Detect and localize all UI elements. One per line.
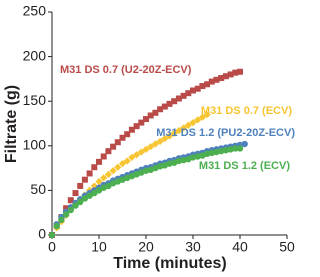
data-point: [190, 87, 196, 94]
data-point: [152, 109, 159, 116]
data-point: [133, 151, 141, 159]
data-point: [232, 145, 239, 152]
data-point: [63, 205, 70, 212]
data-point: [48, 231, 56, 239]
data-point: [151, 140, 159, 148]
data-point: [72, 202, 79, 209]
data-point: [104, 170, 112, 178]
data-point: [218, 75, 225, 82]
data-point: [147, 112, 154, 119]
data-point: [137, 148, 145, 156]
data-point: [58, 216, 65, 224]
data-point: [194, 116, 202, 124]
data-point: [81, 176, 88, 183]
data-point: [114, 139, 121, 146]
data-point: [147, 143, 155, 151]
data-point: [184, 121, 192, 129]
data-point: [119, 134, 126, 141]
data-point: [95, 187, 103, 194]
data-point: [86, 170, 93, 177]
y-tick-label: 0: [38, 226, 46, 242]
data-point: [86, 192, 93, 199]
data-point: [128, 153, 136, 161]
data-point: [91, 189, 98, 197]
data-point: [96, 158, 102, 165]
y-tick-label: 100: [23, 137, 47, 153]
data-point: [236, 145, 244, 152]
x-axis-title: Time (minutes): [113, 255, 227, 272]
data-point: [77, 198, 84, 206]
data-point: [67, 206, 75, 214]
x-tick-label: 10: [91, 239, 107, 255]
chart: Time (minutes) Filtrate (g) 050100150200…: [3, 3, 295, 273]
data-point: [227, 71, 234, 78]
y-tick-label: 50: [30, 181, 46, 197]
data-point: [123, 157, 131, 165]
x-tick-label: 50: [279, 239, 295, 255]
data-point: [109, 167, 117, 175]
data-point: [133, 123, 140, 130]
data-point: [198, 113, 206, 121]
data-point: [189, 119, 197, 127]
x-tick-label: 20: [138, 239, 154, 255]
data-point: [138, 119, 145, 126]
data-point: [95, 177, 103, 186]
data-point: [199, 83, 206, 90]
y-axis-title: Filtrate (g): [3, 85, 20, 163]
data-point: [175, 95, 182, 102]
data-point: [157, 106, 164, 113]
data-point: [143, 116, 149, 123]
data-point: [118, 160, 127, 168]
data-point: [171, 98, 178, 105]
data-point: [208, 78, 215, 85]
data-point: [114, 163, 122, 171]
data-point: [72, 190, 79, 197]
series-label: M31 DS 1.2 (PU2-20Z-ECV): [156, 127, 295, 139]
data-point: [204, 81, 211, 88]
data-point: [124, 131, 131, 138]
y-tick-label: 200: [23, 47, 47, 63]
data-point: [241, 140, 248, 148]
data-point: [175, 127, 183, 135]
data-point: [156, 137, 164, 145]
data-point: [100, 153, 107, 160]
data-point: [165, 132, 174, 140]
data-point: [128, 126, 135, 133]
series-label: M31 DS 0.7 (ECV): [201, 105, 292, 117]
x-tick-label: 0: [48, 239, 56, 255]
data-point: [81, 195, 89, 202]
data-point: [203, 110, 211, 119]
data-point: [161, 135, 169, 143]
data-point: [62, 211, 70, 218]
x-tick-label: 40: [232, 239, 248, 255]
y-tick-label: 250: [23, 3, 47, 19]
data-point: [232, 69, 239, 76]
data-point: [161, 103, 168, 110]
data-point: [91, 164, 98, 171]
data-point: [237, 68, 243, 75]
data-point: [67, 197, 74, 204]
data-point: [105, 182, 112, 190]
data-point: [213, 76, 220, 83]
series-label: M31 DS 1.2 (ECV): [199, 160, 290, 172]
series-label: M31 DS 0.7 (U2-20Z-ECV): [60, 64, 192, 76]
data-point: [222, 73, 229, 80]
data-point: [194, 85, 201, 92]
data-point: [170, 129, 178, 137]
data-point: [77, 182, 84, 189]
data-point: [185, 90, 192, 97]
data-point: [166, 100, 173, 107]
data-point: [100, 174, 108, 182]
x-tick-label: 30: [185, 239, 201, 255]
data-point: [53, 222, 60, 230]
data-point: [180, 92, 187, 99]
y-tick-label: 150: [23, 92, 47, 108]
data-point: [110, 143, 117, 150]
data-point: [105, 148, 112, 155]
data-point: [180, 124, 188, 132]
data-point: [142, 145, 150, 153]
